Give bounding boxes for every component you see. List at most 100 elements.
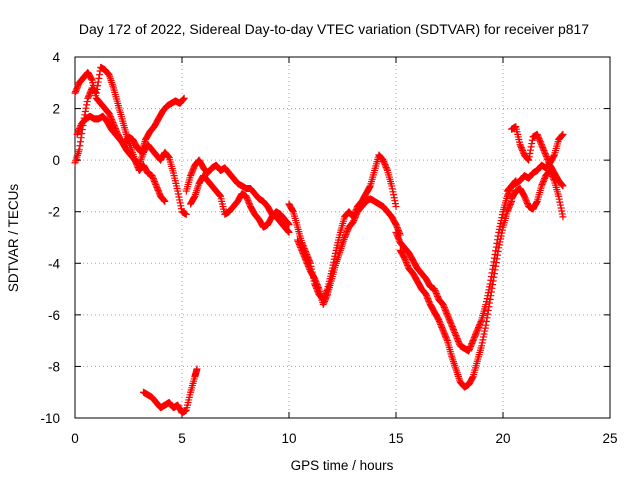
data-point (438, 325, 446, 333)
data-point (154, 186, 162, 194)
data-point (468, 374, 476, 382)
data-point (555, 195, 563, 203)
data-point (481, 324, 489, 332)
data-point (505, 205, 513, 213)
data-point (516, 141, 524, 149)
data-point (432, 288, 440, 296)
data-series (71, 63, 567, 417)
data-point (437, 322, 445, 330)
series-trace-e (182, 156, 293, 236)
data-point (484, 306, 492, 314)
data-point (451, 363, 459, 371)
data-point (323, 292, 331, 300)
data-point (453, 367, 461, 375)
chart-title: Day 172 of 2022, Sidereal Day-to-day VTE… (79, 21, 589, 37)
series-trace-k (503, 130, 567, 195)
data-point (160, 196, 168, 204)
data-point (305, 264, 313, 272)
data-point (483, 295, 491, 303)
data-point (451, 361, 459, 369)
series-trace-b (73, 94, 188, 156)
series-trace-c (71, 63, 169, 205)
data-point (467, 343, 475, 351)
data-point (543, 154, 551, 162)
data-point (492, 262, 500, 270)
data-point (180, 95, 188, 103)
data-point (481, 327, 489, 335)
data-point (336, 248, 344, 256)
data-point (380, 159, 388, 167)
data-point (381, 161, 389, 169)
data-point (177, 205, 185, 213)
data-point (523, 198, 531, 206)
data-point (539, 179, 547, 187)
data-point (483, 314, 491, 322)
data-point (107, 77, 115, 85)
data-point (453, 333, 461, 341)
data-point (518, 145, 526, 153)
data-point (495, 241, 503, 249)
data-point (438, 323, 446, 331)
data-point (493, 251, 501, 259)
data-point (534, 132, 542, 140)
data-point (452, 365, 460, 373)
data-point (443, 309, 451, 317)
data-point (521, 194, 529, 202)
data-point (555, 192, 563, 200)
data-point (476, 319, 484, 327)
data-point (152, 180, 160, 188)
data-point (243, 195, 251, 203)
data-point (190, 164, 198, 172)
data-point (84, 93, 92, 101)
data-point (319, 301, 327, 309)
data-point (295, 239, 303, 247)
data-point (313, 281, 321, 289)
y-tick-label: -6 (48, 308, 60, 323)
data-point (558, 210, 566, 218)
data-point (155, 188, 163, 196)
data-point (431, 285, 439, 293)
data-point (75, 148, 83, 156)
data-point (402, 259, 410, 267)
data-point (243, 194, 251, 202)
data-point (437, 320, 445, 328)
data-point (311, 275, 319, 283)
data-point (84, 94, 92, 102)
data-point (393, 222, 401, 230)
data-point (449, 358, 457, 366)
data-point (482, 321, 490, 329)
data-point (434, 292, 442, 300)
data-point (380, 158, 388, 166)
data-point (338, 243, 346, 251)
data-point (454, 336, 462, 344)
data-point (475, 323, 483, 331)
data-point (536, 138, 544, 146)
data-point (534, 133, 542, 141)
data-point (442, 308, 450, 316)
data-point (322, 295, 330, 303)
data-point (433, 291, 441, 299)
data-point (495, 228, 503, 236)
data-point (541, 150, 549, 158)
data-point (558, 180, 566, 188)
data-point (83, 98, 91, 106)
data-point (78, 126, 86, 134)
data-point (445, 315, 453, 323)
data-point (216, 192, 224, 200)
data-point (480, 330, 488, 338)
data-point (496, 238, 504, 246)
data-point (382, 164, 390, 172)
data-point (352, 211, 360, 219)
data-point (352, 212, 360, 220)
data-point (341, 232, 349, 240)
data-point (340, 235, 348, 243)
data-point (77, 134, 85, 142)
data-point (342, 231, 350, 239)
series-trace-d (139, 365, 201, 417)
data-point (245, 200, 253, 208)
data-point (448, 323, 456, 331)
y-tick-label: 0 (52, 153, 60, 168)
data-point (489, 281, 497, 289)
series-trace-m (508, 123, 567, 190)
